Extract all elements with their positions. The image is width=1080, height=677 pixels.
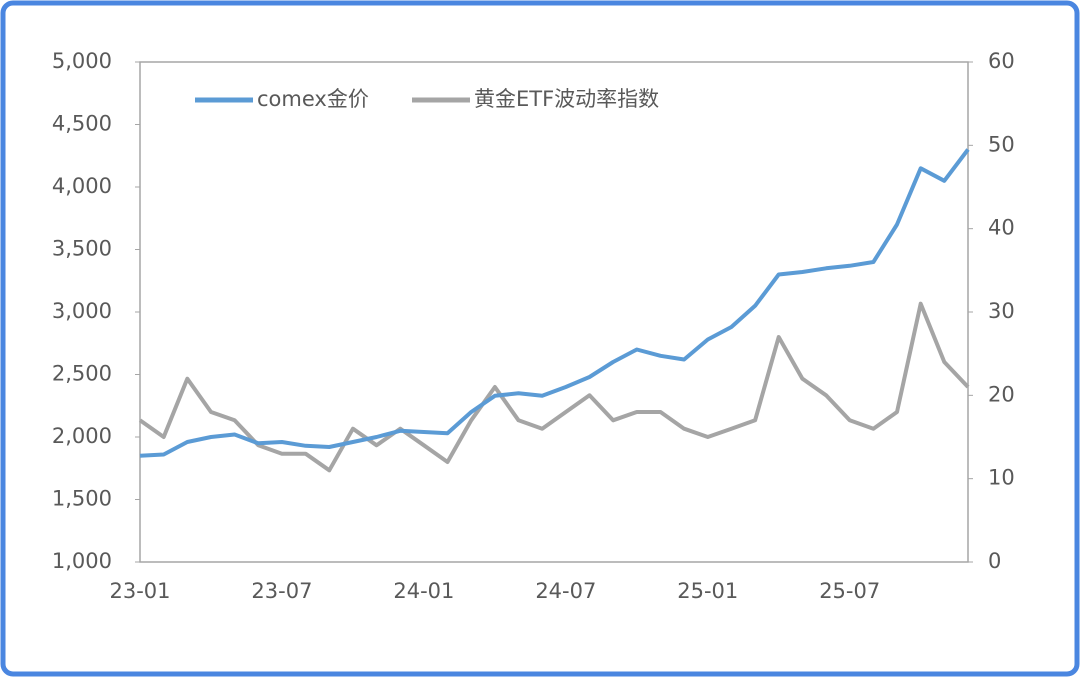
y-tick-label: 4,000 [52, 174, 112, 198]
y2-tick-label: 60 [988, 49, 1015, 73]
y-tick-label: 1,000 [52, 549, 112, 573]
y-tick-label: 3,500 [52, 237, 112, 261]
x-tick-label: 24-07 [535, 579, 596, 603]
x-tick-label: 23-07 [251, 579, 312, 603]
y2-tick-label: 20 [988, 382, 1015, 406]
legend-label: 黄金ETF波动率指数 [474, 87, 659, 111]
x-tick-label: 25-07 [819, 579, 880, 603]
y-tick-label: 3,000 [52, 299, 112, 323]
y-tick-label: 5,000 [52, 49, 112, 73]
y-tick-label: 2,000 [52, 424, 112, 448]
x-tick-label: 25-01 [677, 579, 738, 603]
legend-label: comex金价 [257, 87, 369, 111]
y-tick-label: 4,500 [52, 112, 112, 136]
x-tick-label: 23-01 [109, 579, 170, 603]
x-tick-label: 24-01 [393, 579, 454, 603]
y-tick-label: 2,500 [52, 362, 112, 386]
y2-tick-label: 50 [988, 132, 1015, 156]
y2-tick-label: 30 [988, 299, 1015, 323]
series-line [139, 148, 970, 458]
y2-tick-label: 10 [988, 466, 1015, 490]
series-line [138, 301, 970, 473]
y-tick-label: 1,500 [52, 487, 112, 511]
y2-tick-label: 40 [988, 216, 1015, 240]
y2-tick-label: 0 [988, 549, 1001, 573]
